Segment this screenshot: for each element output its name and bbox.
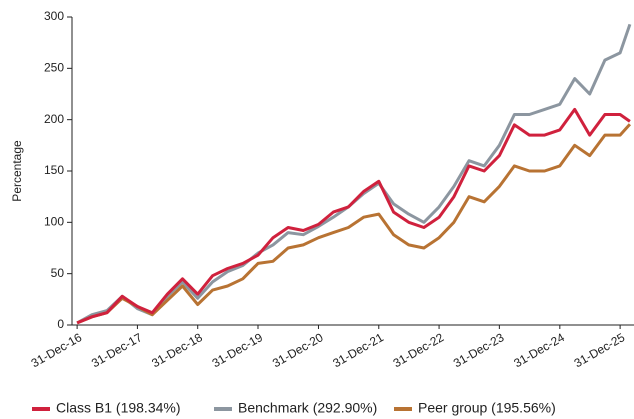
series-line <box>76 23 632 325</box>
y-tick-label: 0 <box>57 317 64 331</box>
y-tick-label: 150 <box>44 163 64 177</box>
x-tick-label: 31-Dec-17 <box>89 330 145 370</box>
x-tick-label: 31-Dec-21 <box>330 330 386 370</box>
legend-label: Peer group (195.56%) <box>418 400 556 416</box>
y-tick-label: 300 <box>44 9 64 23</box>
y-axis-label: Percentage <box>10 140 24 202</box>
y-tick-label: 100 <box>44 215 64 229</box>
y-tick-label: 250 <box>44 61 64 75</box>
x-tick-label: 31-Dec-25 <box>572 330 628 370</box>
y-tick-label: 200 <box>44 112 64 126</box>
series-line <box>76 123 632 325</box>
x-tick-label: 31-Dec-22 <box>391 330 447 370</box>
y-tick-label: 50 <box>51 266 65 280</box>
x-tick-label: 31-Dec-16 <box>29 330 85 370</box>
x-tick-label: 31-Dec-18 <box>149 330 205 370</box>
x-tick-label: 31-Dec-23 <box>451 330 507 370</box>
x-tick-label: 31-Dec-20 <box>270 330 326 370</box>
x-tick-label: 31-Dec-19 <box>210 330 266 370</box>
legend-label: Class B1 (198.34%) <box>56 400 181 416</box>
x-tick-label: 31-Dec-24 <box>511 330 567 370</box>
legend-label: Benchmark (292.90%) <box>238 400 377 416</box>
series-line <box>76 107 631 325</box>
